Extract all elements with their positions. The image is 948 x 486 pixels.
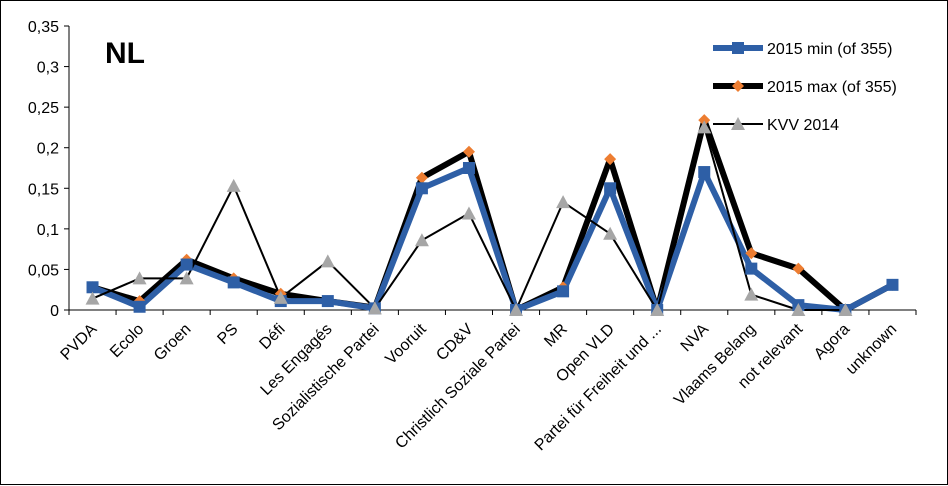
data-point <box>321 295 334 308</box>
legend-label: 2015 min (of 355) <box>767 41 892 58</box>
x-tick-label: CD&V <box>433 321 477 365</box>
legend-marker <box>732 42 744 54</box>
chart-title: NL <box>105 37 145 70</box>
x-tick-label: Vlaams Belang <box>671 321 759 409</box>
x-tick-label: Groen <box>151 321 194 364</box>
data-point <box>85 291 100 305</box>
legend-label: KVV 2014 <box>767 117 839 134</box>
legend: 2015 min (of 355) 2015 max (of 355) KVV 20… <box>713 41 897 134</box>
data-point <box>557 285 570 298</box>
data-point <box>509 303 524 316</box>
data-point <box>745 247 758 260</box>
data-point <box>273 290 288 304</box>
legend-marker <box>731 117 745 130</box>
data-point <box>180 258 193 271</box>
data-point <box>414 233 429 247</box>
data-point <box>791 303 806 316</box>
x-tick-label: unknown <box>843 321 900 378</box>
series-layer <box>85 114 899 316</box>
data-point <box>838 303 853 316</box>
data-point <box>792 262 805 275</box>
legend-label: 2015 max (of 355) <box>767 79 897 96</box>
data-point <box>697 120 712 134</box>
data-point <box>650 303 665 316</box>
data-point <box>179 271 194 285</box>
y-tick-label: 0,3 <box>37 60 59 77</box>
data-point <box>556 195 571 209</box>
x-tick-label: PS <box>214 321 241 348</box>
data-point <box>744 287 759 301</box>
y-tick-label: 0,05 <box>28 262 59 279</box>
data-point <box>462 162 475 174</box>
data-point <box>367 301 382 315</box>
data-point <box>227 276 240 289</box>
legend-marker <box>732 80 744 92</box>
x-tick-label: Ecolo <box>107 321 147 361</box>
y-tick-label: 0,25 <box>28 100 59 117</box>
y-tick-label: 0,35 <box>28 19 59 36</box>
x-tick-label: NVA <box>678 321 713 356</box>
x-tick-label: Agora <box>811 321 853 363</box>
y-tick-label: 0 <box>50 303 59 320</box>
data-point <box>415 171 428 184</box>
data-point <box>603 226 618 240</box>
data-point <box>86 281 99 294</box>
y-tick-label: 0,15 <box>28 181 59 198</box>
data-point <box>698 114 711 127</box>
x-tick-label: MR <box>541 321 571 351</box>
data-point <box>745 262 758 275</box>
series-line <box>91 165 894 313</box>
y-tick-label: 0,1 <box>37 222 59 239</box>
data-point <box>604 153 617 166</box>
data-point <box>698 166 711 179</box>
data-point <box>886 278 899 291</box>
x-tick-label: Défi <box>256 321 288 353</box>
data-point <box>415 182 428 195</box>
data-point <box>461 206 476 220</box>
x-tick-label: Vooruit <box>383 320 431 368</box>
data-point <box>320 254 335 268</box>
data-point <box>133 300 146 313</box>
y-tick-label: 0,2 <box>37 141 59 158</box>
data-point <box>604 182 617 195</box>
data-point <box>462 145 475 158</box>
data-point <box>132 271 147 285</box>
data-point <box>226 178 241 192</box>
x-tick-label: PVDA <box>58 321 101 364</box>
